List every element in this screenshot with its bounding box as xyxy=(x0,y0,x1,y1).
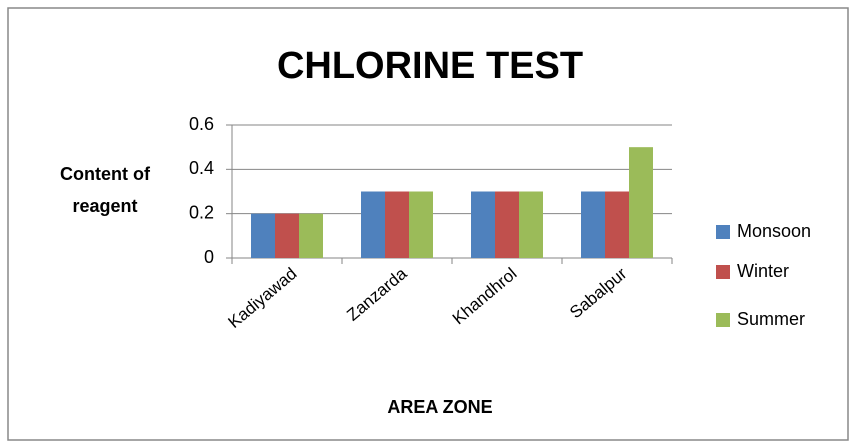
legend-swatch xyxy=(716,313,730,327)
legend-label: Monsoon xyxy=(737,221,811,241)
bar xyxy=(251,213,275,258)
y-axis-label: reagent xyxy=(72,196,137,216)
y-tick-label: 0.2 xyxy=(189,202,214,222)
y-tick-label: 0.6 xyxy=(189,114,214,134)
bar xyxy=(495,191,519,258)
bar xyxy=(519,191,543,258)
chart-title: CHLORINE TEST xyxy=(277,45,583,87)
x-axis-label: AREA ZONE xyxy=(387,397,492,417)
bar xyxy=(471,191,495,258)
legend-swatch xyxy=(716,225,730,239)
bar xyxy=(361,191,385,258)
y-tick-label: 0 xyxy=(204,247,214,267)
bar xyxy=(275,213,299,258)
bar xyxy=(409,191,433,258)
y-axis-label: Content of xyxy=(60,164,151,184)
bar xyxy=(629,147,653,258)
legend-label: Summer xyxy=(737,309,805,329)
bar xyxy=(385,191,409,258)
legend-label: Winter xyxy=(737,261,789,281)
legend-swatch xyxy=(716,265,730,279)
bar xyxy=(605,191,629,258)
bar xyxy=(299,213,323,258)
bar xyxy=(581,191,605,258)
y-tick-label: 0.4 xyxy=(189,158,214,178)
